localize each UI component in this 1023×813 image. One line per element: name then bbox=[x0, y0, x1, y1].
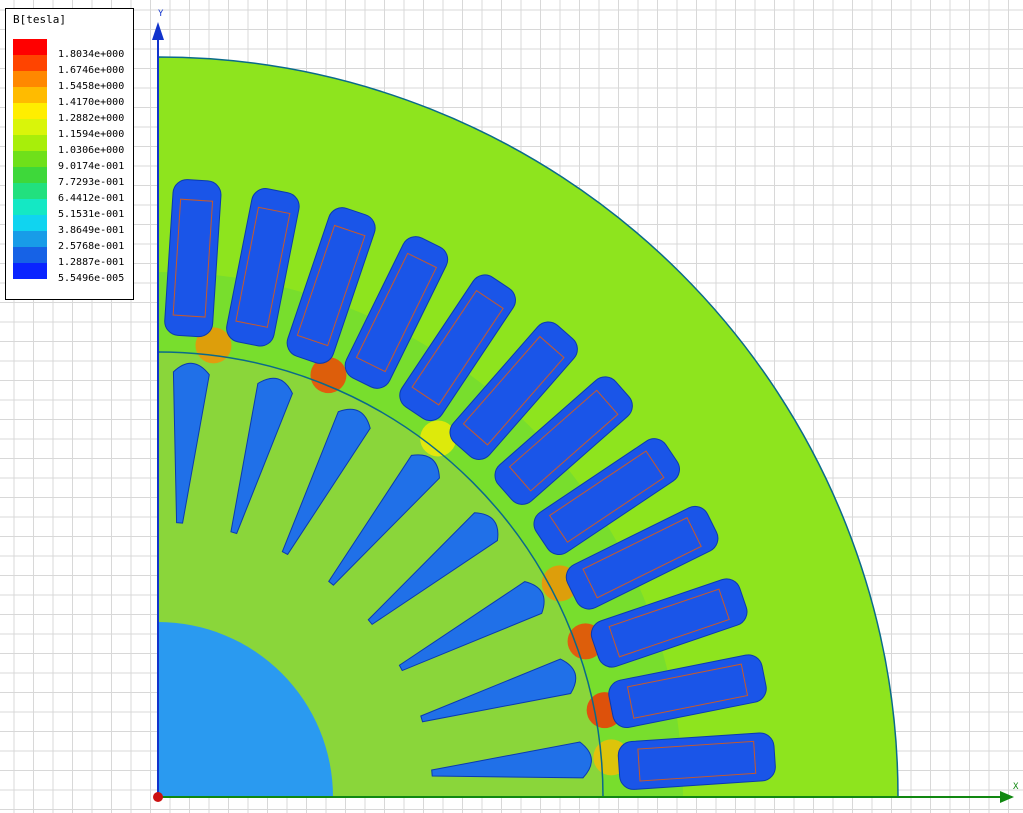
stator-outer-boundary bbox=[157, 56, 899, 798]
rotor-shaft bbox=[158, 622, 333, 797]
legend-swatch bbox=[13, 247, 47, 263]
stator-slot bbox=[164, 179, 222, 338]
motor-quarter-model bbox=[157, 56, 899, 798]
legend-value-label: 9.0174e-001 bbox=[58, 161, 125, 172]
legend-swatch bbox=[13, 167, 47, 183]
origin-marker-icon bbox=[153, 792, 163, 802]
color-legend[interactable]: B[tesla] 1.8034e+000 1.6746e+000 1.5458e+0… bbox=[5, 8, 134, 300]
stator-slot bbox=[286, 207, 376, 364]
legend-swatch bbox=[13, 119, 47, 135]
y-axis-arrow-icon bbox=[152, 22, 164, 40]
legend-value-label: 6.4412e-001 bbox=[58, 193, 125, 204]
legend-value-label: 1.0306e+000 bbox=[58, 145, 125, 156]
legend-swatch bbox=[13, 199, 47, 215]
legend-swatch bbox=[13, 151, 47, 167]
legend-swatch bbox=[13, 39, 47, 55]
x-axis-arrow-icon bbox=[1000, 791, 1014, 803]
legend-value-label: 1.1594e+000 bbox=[58, 129, 125, 140]
air-gap-boundary bbox=[157, 351, 604, 798]
stator-slot bbox=[533, 438, 680, 556]
flux-hotspot bbox=[420, 420, 457, 457]
legend-value-label: 2.5768e-001 bbox=[58, 241, 125, 252]
legend-swatch bbox=[13, 231, 47, 247]
legend-swatch bbox=[13, 103, 47, 119]
stator-slot bbox=[344, 236, 449, 389]
legend-value-label: 5.1531e-001 bbox=[58, 209, 125, 220]
legend-swatch bbox=[13, 183, 47, 199]
stator-slot bbox=[565, 505, 719, 610]
legend-title: B[tesla] bbox=[13, 13, 66, 26]
legend-value-label: 1.5458e+000 bbox=[58, 81, 125, 92]
legend-value-label: 1.8034e+000 bbox=[58, 49, 125, 60]
y-axis-label: Y bbox=[158, 9, 164, 19]
legend-value-label: 7.7293e-001 bbox=[58, 177, 125, 188]
stator-slot bbox=[608, 654, 767, 729]
rotor-bar bbox=[230, 377, 293, 535]
stator-slot bbox=[590, 578, 748, 668]
legend-swatch bbox=[13, 71, 47, 87]
legend-value-label: 1.2882e+000 bbox=[58, 113, 125, 124]
rotor-bar bbox=[172, 362, 210, 524]
coordinate-axes bbox=[152, 22, 1014, 803]
rotor-bar bbox=[367, 512, 499, 626]
legend-swatch bbox=[13, 55, 47, 71]
legend-swatch bbox=[13, 135, 47, 151]
rotor-bar bbox=[431, 741, 592, 779]
stator-slot bbox=[617, 732, 776, 790]
rotor-bar bbox=[281, 408, 371, 556]
rotor-bar bbox=[398, 581, 545, 672]
rotor-bar bbox=[420, 658, 577, 723]
legend-value-label: 1.6746e+000 bbox=[58, 65, 125, 76]
legend-swatch bbox=[13, 87, 47, 103]
stator-slot bbox=[226, 188, 300, 347]
stator-slot bbox=[399, 274, 516, 422]
stator-slot bbox=[494, 376, 633, 505]
rotor-bars bbox=[172, 362, 592, 779]
flux-hotspot bbox=[310, 357, 347, 394]
legend-value-label: 3.8649e-001 bbox=[58, 225, 125, 236]
legend-value-label: 5.5496e-005 bbox=[58, 273, 125, 284]
legend-swatch bbox=[13, 263, 47, 279]
legend-swatch bbox=[13, 215, 47, 231]
legend-value-label: 1.2887e-001 bbox=[58, 257, 125, 268]
stator-slot bbox=[449, 321, 578, 460]
stator-slots bbox=[164, 179, 776, 790]
legend-value-label: 1.4170e+000 bbox=[58, 97, 125, 108]
rotor-bar bbox=[328, 454, 440, 586]
x-axis-label: X bbox=[1013, 782, 1019, 792]
